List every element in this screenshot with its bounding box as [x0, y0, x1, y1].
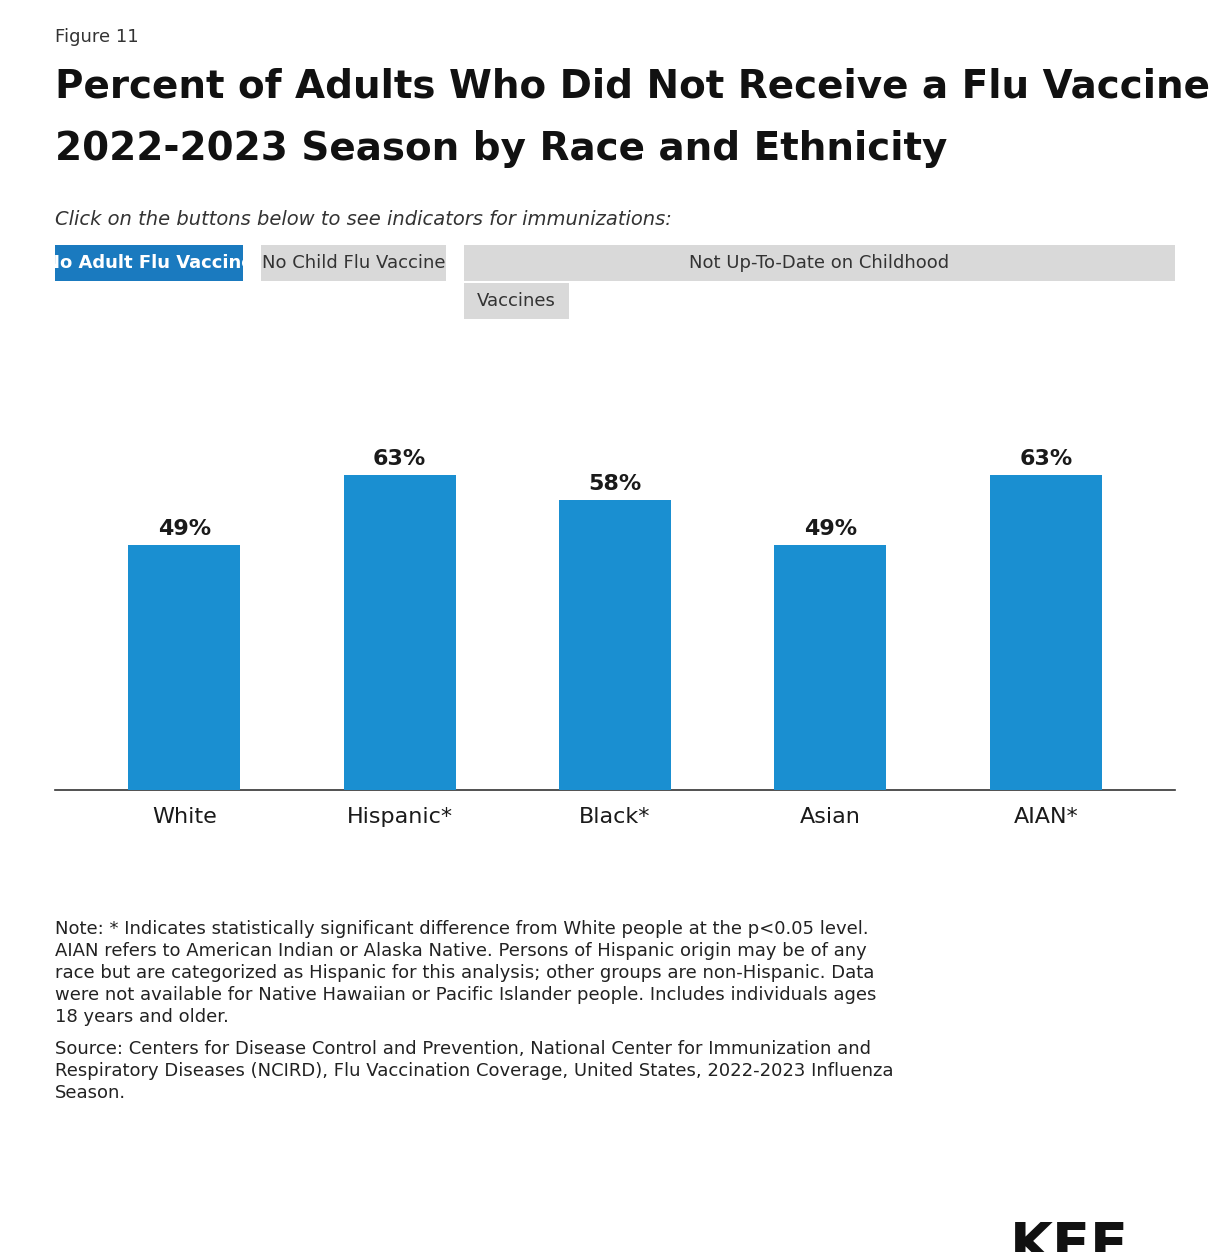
Text: Click on the buttons below to see indicators for immunizations:: Click on the buttons below to see indica…	[55, 210, 672, 229]
Text: 63%: 63%	[1019, 449, 1072, 470]
Text: 63%: 63%	[373, 449, 426, 470]
Text: Percent of Adults Who Did Not Receive a Flu Vaccine in the: Percent of Adults Who Did Not Receive a …	[55, 68, 1220, 106]
Text: 49%: 49%	[157, 520, 211, 540]
Text: Respiratory Diseases (NCIRD), Flu Vaccination Coverage, United States, 2022-2023: Respiratory Diseases (NCIRD), Flu Vaccin…	[55, 1062, 893, 1080]
Text: Figure 11: Figure 11	[55, 28, 139, 46]
Text: No Child Flu Vaccine: No Child Flu Vaccine	[262, 254, 445, 272]
Text: 49%: 49%	[804, 520, 856, 540]
Text: 2022-2023 Season by Race and Ethnicity: 2022-2023 Season by Race and Ethnicity	[55, 130, 948, 168]
Text: KFF: KFF	[1010, 1219, 1128, 1252]
Bar	[775, 545, 887, 790]
Bar	[559, 500, 671, 790]
Text: No Adult Flu Vaccine: No Adult Flu Vaccine	[45, 254, 254, 272]
Text: Season.: Season.	[55, 1084, 126, 1102]
Text: were not available for Native Hawaiian or Pacific Islander people. Includes indi: were not available for Native Hawaiian o…	[55, 987, 876, 1004]
Text: Vaccines: Vaccines	[477, 292, 556, 310]
Text: AIAN refers to American Indian or Alaska Native. Persons of Hispanic origin may : AIAN refers to American Indian or Alaska…	[55, 942, 866, 960]
Text: race but are categorized as Hispanic for this analysis; other groups are non-His: race but are categorized as Hispanic for…	[55, 964, 875, 982]
Bar	[344, 475, 455, 790]
Bar	[128, 545, 240, 790]
Text: 18 years and older.: 18 years and older.	[55, 1008, 229, 1025]
Text: Not Up-To-Date on Childhood: Not Up-To-Date on Childhood	[689, 254, 949, 272]
Text: Note: * Indicates statistically significant difference from White people at the : Note: * Indicates statistically signific…	[55, 920, 869, 938]
Bar	[989, 475, 1102, 790]
Text: Source: Centers for Disease Control and Prevention, National Center for Immuniza: Source: Centers for Disease Control and …	[55, 1040, 871, 1058]
Text: 58%: 58%	[588, 475, 642, 495]
